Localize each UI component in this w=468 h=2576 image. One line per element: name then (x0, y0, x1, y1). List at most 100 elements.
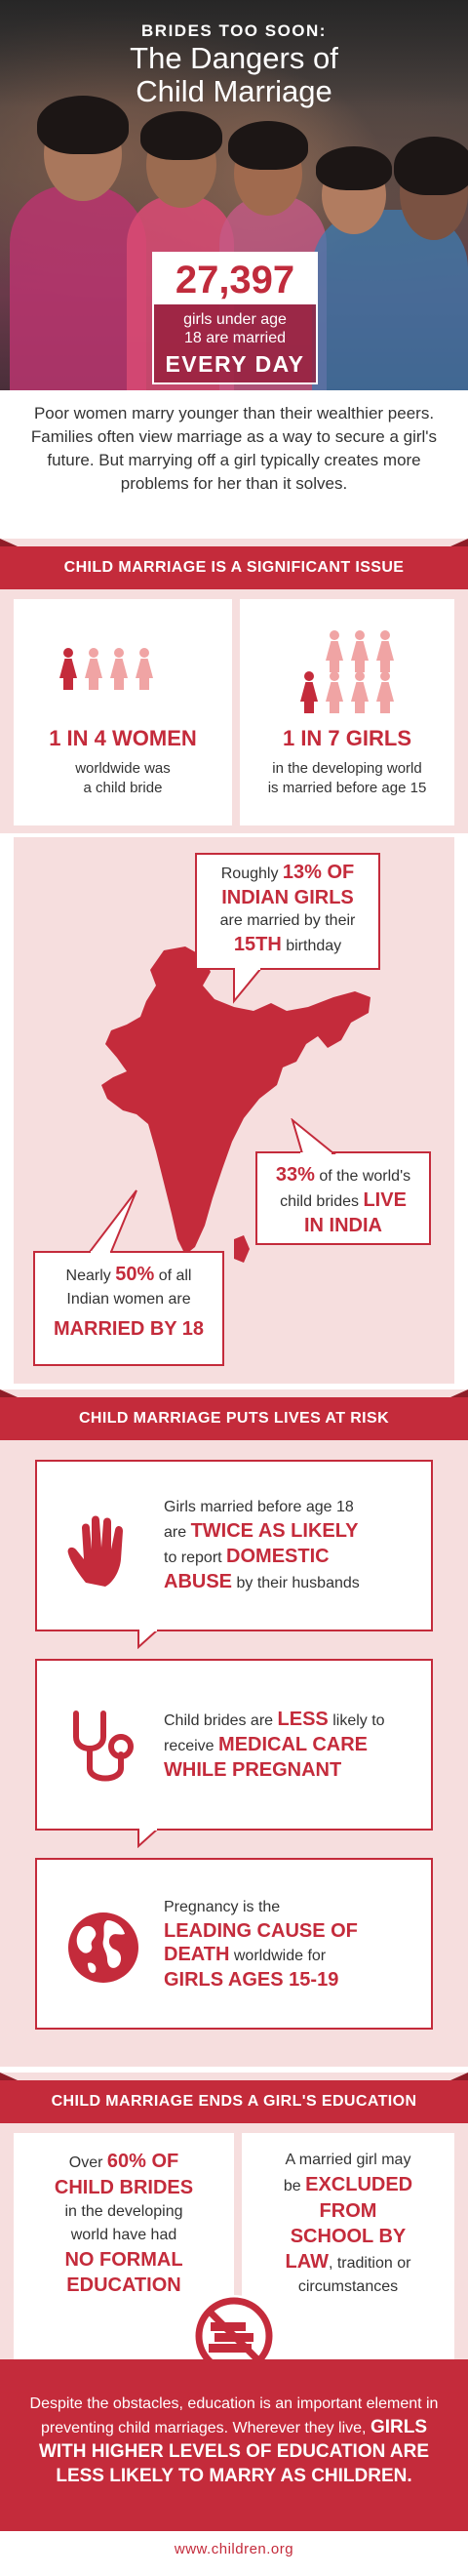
risk-medical-highlight-3: WHILE PREGNANT (164, 1759, 342, 1781)
section3-banner-label: CHILD MARRIAGE ENDS A GIRL'S EDUCATION (51, 2093, 417, 2110)
footer-url[interactable]: www.children.org (174, 2541, 294, 2557)
people-row-7-top (324, 630, 396, 673)
person-icon (108, 648, 130, 691)
risk-death-highlight-1: LEADING CAUSE OF (164, 1920, 358, 1942)
bubble-13-text-1: Roughly (220, 865, 279, 882)
risk-death-line1: Pregnancy is the (164, 1899, 281, 1915)
person-icon (58, 648, 79, 691)
bubble-13-highlight-2: INDIAN GIRLS (221, 887, 354, 908)
stethoscope-icon (73, 1711, 134, 1782)
excluded-line3: , tradition or (328, 2255, 411, 2272)
hand-icon (67, 1515, 123, 1587)
conclusion-text: Despite the obstacles, education is an i… (29, 2393, 439, 2489)
globe-icon (68, 1912, 138, 1983)
person-icon (324, 630, 345, 673)
risk-abuse-line2-a: are (164, 1524, 187, 1541)
conclusion-highlight: GIRLS WITH HIGHER LEVELS OF EDUCATION AR… (38, 2417, 430, 2486)
bubble-50-tail (87, 1189, 137, 1253)
risk-abuse-line4: by their husbands (236, 1575, 360, 1591)
bubble-13-tail (233, 968, 263, 1004)
bubble-50-text-2: of all (158, 1268, 192, 1284)
people-row-7-bottom (298, 671, 396, 714)
risk-abuse-tail (137, 1630, 160, 1649)
section1-banner: CHILD MARRIAGE IS A SIGNIFICANT ISSUE (0, 539, 468, 593)
person-icon (298, 671, 320, 714)
risk-card-abuse: Girls married before age 18 are TWICE AS… (35, 1460, 433, 1631)
daily-stat-desc-line1: girls under age (183, 311, 287, 328)
bubble-50-highlight-2: MARRIED BY 18 (53, 1318, 205, 1340)
bubble-33-percent: 33% of the world's child brides LIVE IN … (255, 1151, 431, 1245)
bubble-33-highlight-2: LIVE (363, 1189, 407, 1211)
risk-abuse-line1: Girls married before age 18 (164, 1499, 354, 1515)
one-in-seven-card: 1 IN 7 GIRLS in the developing world is … (240, 599, 454, 825)
one-in-four-desc-line1: worldwide was (75, 760, 171, 777)
person-icon (349, 630, 370, 673)
hero-kicker: BRIDES TOO SOON: (141, 21, 327, 40)
bubble-50-highlight-1: 50% (115, 1264, 155, 1285)
excluded-highlight-4: LAW (285, 2251, 329, 2273)
excluded-line1: A married girl may (285, 2152, 411, 2168)
no-education-line1: Over (68, 2154, 103, 2171)
conclusion-box: Despite the obstacles, education is an i… (0, 2359, 468, 2531)
no-education-highlight-4: EDUCATION (66, 2274, 181, 2296)
bubble-33-highlight-3: IN INDIA (304, 1215, 382, 1236)
no-education-highlight-3: NO FORMAL (64, 2249, 183, 2271)
conclusion-line: Despite the obstacles, education is an i… (29, 2395, 439, 2436)
india-map (101, 946, 370, 1263)
one-in-four-desc: worldwide was a child bride (14, 759, 232, 798)
daily-stat-number: 27,397 (152, 252, 318, 304)
one-in-seven-desc-line1: in the developing world (272, 760, 422, 777)
no-education-highlight-1: 60% OF (106, 2151, 179, 2172)
bubble-50-percent: Nearly 50% of all Indian women are MARRI… (33, 1251, 224, 1366)
risk-death-text: Pregnancy is the LEADING CAUSE OF DEATH … (164, 1860, 427, 2028)
one-in-seven-stat: 1 IN 7 GIRLS (282, 726, 412, 750)
risk-card-death: Pregnancy is the LEADING CAUSE OF DEATH … (35, 1858, 433, 2030)
section2-banner: CHILD MARRIAGE PUTS LIVES AT RISK (0, 1389, 468, 1444)
risk-medical-text: Child brides are LESS likely to receive … (164, 1661, 427, 1829)
bubble-33-highlight-1: 33% (275, 1164, 315, 1186)
person-icon (134, 648, 155, 691)
section2-banner-label: CHILD MARRIAGE PUTS LIVES AT RISK (78, 1410, 390, 1427)
person-icon (374, 630, 396, 673)
one-in-seven-desc: in the developing world is married befor… (240, 759, 454, 798)
risk-medical-line2-a: receive (164, 1738, 214, 1754)
one-in-four-desc-line2: a child bride (83, 780, 163, 796)
bubble-13-percent: Roughly 13% OF INDIAN GIRLS are married … (195, 853, 380, 970)
intro-text: Poor women marry younger than their weal… (30, 404, 438, 493)
daily-stat-desc-line2: 18 are married (183, 330, 287, 346)
risk-medical-highlight-1: LESS (277, 1709, 329, 1730)
risk-death-highlight-3: GIRLS AGES 15-19 (164, 1969, 339, 1991)
excluded-highlight-3: SCHOOL BY (290, 2226, 407, 2247)
excluded-line2: be (283, 2178, 301, 2194)
risk-medical-highlight-2: MEDICAL CARE (218, 1734, 368, 1755)
excluded-line4: circumstances (297, 2278, 399, 2295)
hero-title-line1: The Dangers of (130, 41, 338, 75)
risk-death-line3: worldwide for (233, 1948, 327, 1964)
excluded-highlight-2: FROM (319, 2200, 377, 2222)
india-map-shape (101, 946, 370, 1255)
person-icon (324, 671, 345, 714)
bubble-33-text-1: of the world's (319, 1168, 411, 1185)
one-in-four-stat: 1 IN 4 WOMEN (49, 726, 197, 750)
bubble-50-text-3: Indian women are (66, 1291, 191, 1308)
risk-abuse-highlight-2: DOMESTIC (226, 1546, 330, 1567)
bubble-33-text-2: child brides (280, 1193, 360, 1210)
person-icon (374, 671, 396, 714)
no-books-icon (193, 2295, 275, 2377)
daily-stat-box: 27,397 girls under age 18 are married EV… (152, 252, 318, 384)
one-in-seven-desc-line2: is married before age 15 (267, 780, 427, 796)
risk-medical-line1-b: likely to (332, 1712, 385, 1729)
no-education-line3: world have had (70, 2227, 177, 2243)
risk-card-medical: Child brides are LESS likely to receive … (35, 1659, 433, 1831)
hero-title-line2: Child Marriage (136, 74, 332, 108)
bubble-13-highlight-1: 13% OF (282, 862, 355, 883)
bubble-13-highlight-3: 15TH (233, 934, 282, 955)
bubble-13-text-4: birthday (286, 938, 342, 954)
risk-medical-line1-a: Child brides are (164, 1712, 274, 1729)
no-education-highlight-2: CHILD BRIDES (54, 2177, 194, 2198)
no-education-line2: in the developing (64, 2203, 183, 2220)
hero-photo: BRIDES TOO SOON: The Dangers of Child Ma… (0, 0, 468, 390)
excluded-card: A married girl may be EXCLUDED FROM SCHO… (242, 2133, 454, 2359)
daily-stat-desc: girls under age 18 are married (154, 310, 316, 347)
